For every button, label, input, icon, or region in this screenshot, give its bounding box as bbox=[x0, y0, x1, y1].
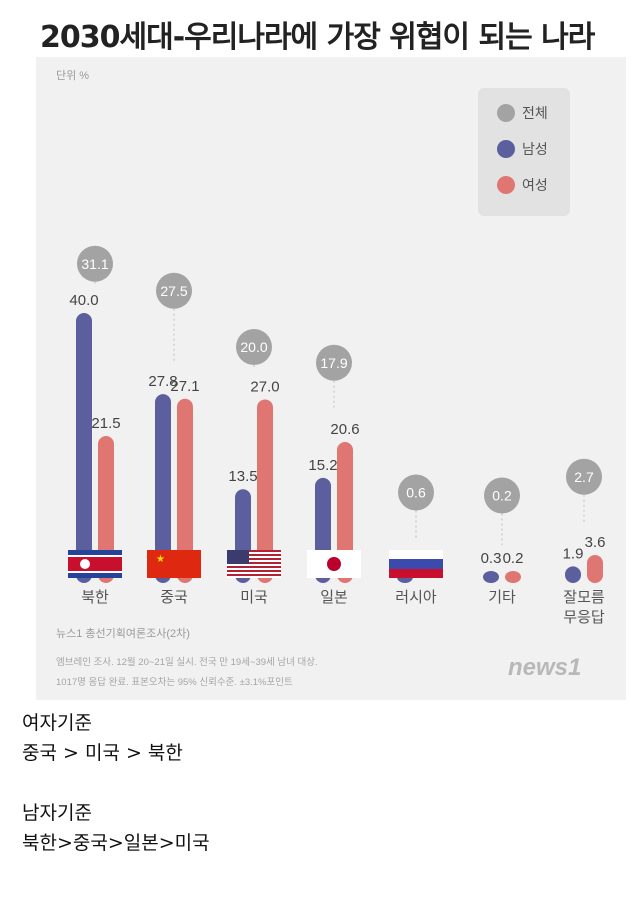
flag-stripe bbox=[227, 550, 281, 552]
flag-stripe bbox=[227, 562, 281, 564]
category-label: 기타 bbox=[488, 589, 516, 606]
male-value-label: 15.2 bbox=[308, 457, 337, 474]
flag-stripe bbox=[227, 566, 281, 568]
male-value-label: 27.8 bbox=[148, 373, 177, 390]
total-value-label: 2.7 bbox=[574, 469, 594, 485]
legend-label-2: 여성 bbox=[522, 177, 548, 193]
female-value-label: 0.2 bbox=[503, 550, 524, 567]
male-bar bbox=[483, 571, 499, 583]
total-bubble bbox=[398, 474, 434, 511]
total-bubble bbox=[77, 245, 113, 282]
total-value-label: 20.0 bbox=[240, 339, 267, 355]
post-body: 여자기준 중국 > 미국 > 북한 남자기준 북한>중국>일본>미국 bbox=[22, 708, 210, 858]
unit-label: 단위 % bbox=[56, 69, 89, 82]
flag-russia bbox=[389, 550, 443, 559]
body-line-men-heading: 남자기준 bbox=[22, 802, 92, 824]
female-bar bbox=[177, 398, 193, 583]
flag-circle bbox=[80, 559, 90, 569]
female-value-label: 20.6 bbox=[330, 421, 359, 438]
female-value-label: 27.1 bbox=[170, 378, 199, 395]
total-bubble bbox=[156, 272, 192, 309]
flag-canton bbox=[227, 550, 249, 564]
category-label: 잘모름 bbox=[563, 589, 605, 606]
male-bar bbox=[76, 313, 92, 583]
note-line: 1017명 응답 완료. 표본오차는 95% 신뢰수준. ±3.1%포인트 bbox=[56, 676, 293, 688]
category-label: 일본 bbox=[320, 589, 348, 606]
flag-stripe bbox=[389, 569, 443, 578]
source-label: 뉴스1 총선기획여론조사(2차) bbox=[56, 627, 190, 640]
female-value-label: 21.5 bbox=[91, 415, 120, 432]
flag-star: ★ bbox=[156, 554, 165, 565]
female-value-label: 3.6 bbox=[585, 534, 606, 551]
category-label: 미국 bbox=[240, 589, 268, 606]
female-bar bbox=[505, 571, 521, 583]
total-bubble bbox=[484, 477, 520, 514]
flag-stripe bbox=[227, 554, 281, 556]
female-bar bbox=[587, 555, 603, 583]
legend-swatch-2 bbox=[497, 176, 515, 194]
female-value-label: 27.0 bbox=[250, 378, 279, 395]
category-label: 북한 bbox=[81, 589, 109, 606]
category-label: 무응답 bbox=[563, 609, 605, 626]
total-value-label: 31.1 bbox=[81, 256, 108, 272]
chart-title: 2030세대-우리나라에 가장 위협이 되는 나라 bbox=[40, 20, 595, 55]
male-value-label: 1.9 bbox=[563, 545, 584, 562]
flag-stripe bbox=[68, 557, 122, 571]
body-line-men-ranking: 북한>중국>일본>미국 bbox=[22, 832, 210, 854]
body-line-women-heading: 여자기준 bbox=[22, 712, 92, 734]
male-value-label: 13.5 bbox=[228, 468, 257, 485]
body-line-women-ranking: 중국 > 미국 > 북한 bbox=[22, 742, 183, 764]
news1-logo: news1 bbox=[508, 654, 581, 681]
flag-stripe bbox=[227, 574, 281, 576]
female-bar bbox=[98, 436, 114, 583]
total-bubble bbox=[566, 458, 602, 495]
male-value-label: 40.0 bbox=[69, 292, 98, 309]
male-bar bbox=[565, 566, 581, 583]
legend-label-1: 남성 bbox=[522, 141, 548, 157]
male-bar bbox=[155, 394, 171, 583]
female-bar bbox=[337, 442, 353, 583]
body-line-blank bbox=[22, 768, 210, 798]
total-bubble bbox=[236, 329, 272, 365]
flag-china bbox=[147, 550, 201, 578]
total-value-label: 0.6 bbox=[406, 485, 426, 501]
flag-stripe bbox=[389, 559, 443, 569]
legend-swatch-1 bbox=[497, 140, 515, 158]
flag-stripe bbox=[227, 558, 281, 560]
total-value-label: 0.2 bbox=[492, 488, 512, 504]
total-bubble bbox=[316, 344, 352, 381]
legend-label-0: 전체 bbox=[522, 105, 548, 121]
total-value-label: 27.5 bbox=[160, 283, 187, 299]
legend-swatch-0 bbox=[497, 104, 515, 122]
category-label: 중국 bbox=[160, 589, 188, 606]
male-value-label: 0.3 bbox=[481, 550, 502, 567]
total-value-label: 17.9 bbox=[320, 355, 347, 371]
category-label: 러시아 bbox=[395, 589, 437, 606]
flag-sun bbox=[327, 557, 341, 571]
note-line: 엠브레인 조사. 12월 20~21일 실시. 전국 만 19세~39세 남녀 … bbox=[56, 656, 318, 668]
female-bar bbox=[257, 399, 273, 583]
flag-stripe bbox=[227, 570, 281, 572]
